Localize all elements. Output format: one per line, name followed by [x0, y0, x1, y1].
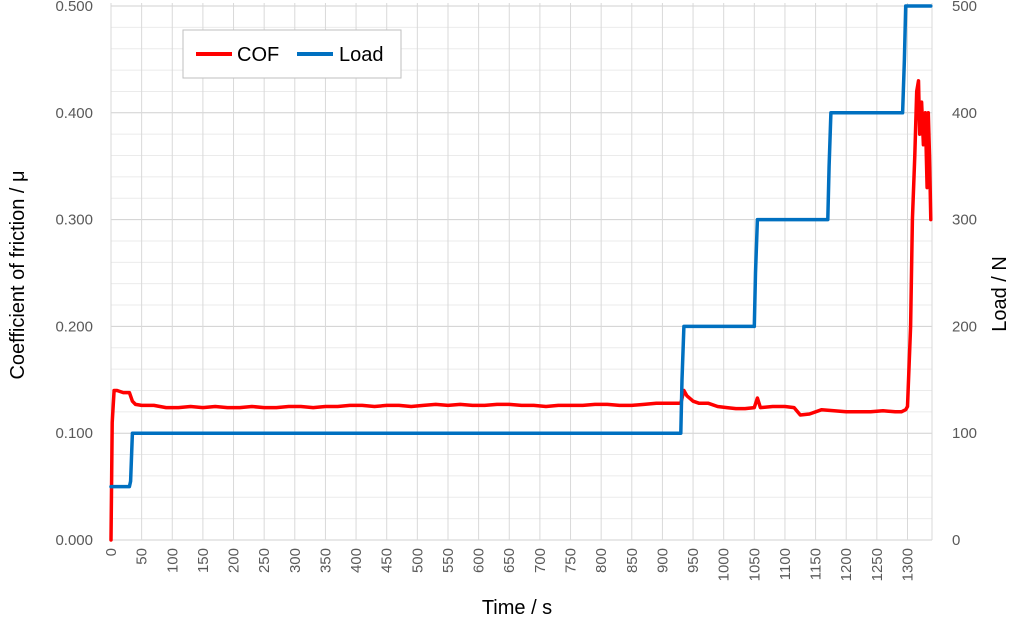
y-left-tick-label: 0.000: [55, 532, 93, 549]
x-tick-label: 500: [409, 548, 426, 573]
x-tick-label: 550: [440, 548, 457, 573]
y-left-tick-label: 0.200: [55, 318, 93, 335]
x-tick-label: 1150: [808, 548, 825, 580]
grid: [110, 3, 933, 541]
y-right-tick-label: 400: [952, 105, 977, 122]
x-tick-label: 100: [164, 548, 181, 573]
x-tick-label: 0: [103, 548, 120, 556]
x-tick-label: 900: [654, 548, 671, 573]
y-left-tick-label: 0.300: [55, 212, 93, 229]
y-right-tick-label: 500: [952, 0, 977, 15]
x-tick-label: 350: [317, 548, 334, 573]
y-left-axis-title: Coefficient of friction / μ: [7, 170, 29, 379]
y-right-axis-ticks: 0 100 200 300 400 500: [952, 0, 977, 549]
x-tick-label: 700: [532, 548, 549, 573]
x-tick-label: 300: [287, 548, 304, 573]
legend-label-load: Load: [339, 44, 384, 66]
x-axis-ticks: 0 50 100 150 200 250 300 350 400 450 500 550 600 650 7…: [103, 548, 917, 581]
x-axis-title: Time / s: [482, 597, 552, 619]
x-tick-label: 250: [256, 548, 273, 573]
x-tick-label: 400: [348, 548, 365, 573]
y-left-axis-ticks: 0.000 0.100 0.200 0.300 0.400 0.500: [55, 0, 93, 549]
legend-label-cof: COF: [237, 44, 279, 66]
series-layer: [109, 4, 933, 542]
x-tick-label: 1050: [746, 548, 763, 581]
series-line-cof: [109, 79, 933, 542]
x-tick-label: 950: [685, 548, 702, 573]
y-right-tick-label: 0: [952, 532, 960, 549]
x-tick-label: 650: [501, 548, 518, 573]
x-tick-label: 200: [226, 548, 243, 573]
x-tick-label: 1300: [900, 548, 917, 581]
y-left-tick-label: 0.100: [55, 425, 93, 442]
y-left-tick-label: 0.400: [55, 105, 93, 122]
y-right-tick-label: 300: [952, 212, 977, 229]
x-tick-label: 1100: [777, 548, 794, 580]
y-right-tick-label: 100: [952, 425, 977, 442]
x-tick-label: 850: [624, 548, 641, 573]
x-tick-label: 150: [195, 548, 212, 573]
series-line-load: [109, 4, 933, 489]
x-tick-label: 50: [134, 548, 151, 565]
x-tick-label: 1000: [716, 548, 733, 581]
x-tick-label: 1250: [869, 548, 886, 581]
x-tick-label: 800: [593, 548, 610, 573]
y-right-axis-title: Load / N: [989, 256, 1011, 332]
x-tick-label: 750: [563, 548, 580, 573]
x-tick-label: 450: [379, 548, 396, 573]
legend: COF Load: [182, 29, 402, 79]
x-tick-label: 600: [471, 548, 488, 573]
x-tick-label: 1200: [838, 548, 855, 581]
y-left-tick-label: 0.500: [55, 0, 93, 15]
y-right-tick-label: 200: [952, 318, 977, 335]
